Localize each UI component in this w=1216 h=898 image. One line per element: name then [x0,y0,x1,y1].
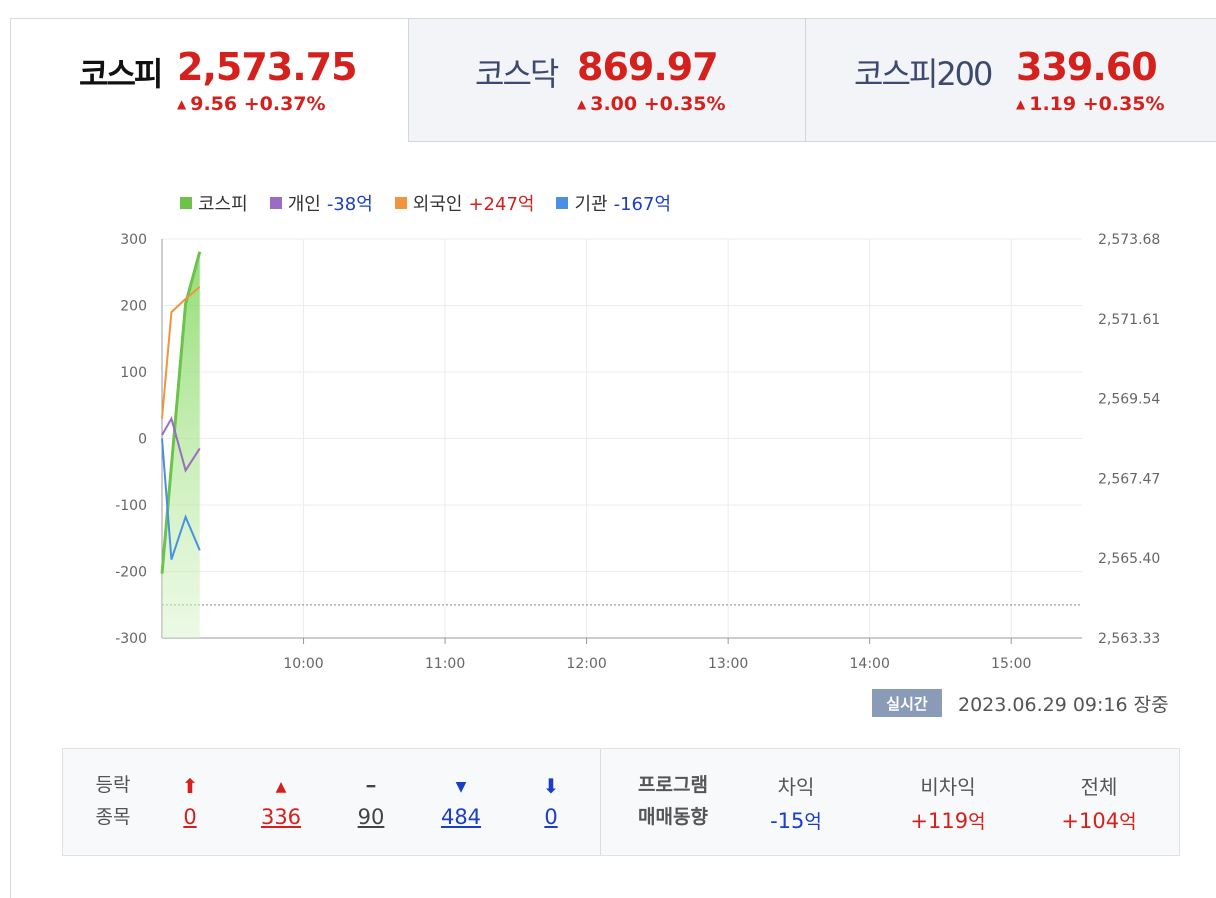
rise-arrow-icon: ▲ [275,779,287,795]
advance-decline-label-1: 등락 [95,774,131,796]
arbitrage-head: 차익 [777,775,815,799]
legend-item-individual: 개인 -38억 [269,190,373,216]
lower-limit-arrow-icon: ⬇ [542,774,560,798]
tab-kosdaq-change: ▲ 3.00 +0.35% [577,93,726,115]
legend-swatch [556,197,569,209]
legend-label: 기관 [574,194,608,215]
chart-legend: 코스피 개인 -38억 외국인 +247억 기관 -167억 [180,190,671,216]
total-number: +104 [1061,809,1120,833]
tab-kospi-value: 2,573.75 [177,45,358,89]
tab-kospi200-name: 코스피200 [854,55,993,93]
up-triangle-icon: ▲ [1016,97,1026,111]
upper-limit-count[interactable]: 0 [183,805,197,829]
legend-swatch [180,197,192,209]
x-tick-label: 11:00 [425,656,465,672]
non-arbitrage-value: +119억 [883,807,1013,834]
fall-count[interactable]: 484 [440,805,482,829]
tab-kospi-change-text: 9.56 +0.37% [190,93,326,115]
legend-label: 외국인 [412,194,463,215]
legend-item-kospi: 코스피 [180,190,248,216]
up-triangle-icon: ▲ [577,97,587,111]
legend-value: +247억 [468,194,535,215]
tab-kosdaq-name: 코스닥 [475,55,559,93]
market-summary: 등락 종목 ⬆ 0 ▲ 336 ━ 90 ▼ 484 ⬇ 0 프로그램 매매동향… [62,748,1180,856]
timestamp: 2023.06.29 09:16 장중 [958,690,1169,717]
summary-divider [600,749,601,855]
x-tick-label: 13:00 [708,656,748,672]
arbitrage-value: -15억 [731,807,861,834]
tab-kospi200-value: 339.60 [1016,45,1158,89]
tab-kosdaq[interactable]: 코스닥 869.97 ▲ 3.00 +0.35% [408,19,805,142]
lower-limit-count[interactable]: 0 [544,805,558,829]
series-line-kospi [160,251,202,574]
legend-swatch [394,197,407,209]
y-left-tick-label: -300 [115,631,147,647]
rise-count[interactable]: 336 [260,805,302,829]
program-trading-label-1: 프로그램 [638,774,708,796]
tab-kosdaq-value: 869.97 [577,45,719,89]
y-left-tick-label: 100 [120,365,147,381]
timestamp-text: 2023.06.29 09:16 [958,694,1128,716]
y-left-tick-label: -200 [115,565,147,581]
flat-dash-icon: ━ [366,779,376,795]
y-left-tick-label: -100 [115,498,147,514]
non-arbitrage-number: +119 [910,809,969,833]
tab-kospi-change: ▲ 9.56 +0.37% [177,93,326,115]
fall-arrow-icon: ▼ [455,779,467,795]
y-left-tick-label: 0 [138,432,147,448]
tab-kosdaq-change-text: 3.00 +0.35% [590,93,726,115]
index-tabs: 코스피 2,573.75 ▲ 9.56 +0.37% 코스닥 869.97 ▲ 3.… [11,19,1216,142]
arbitrage-unit: 억 [804,811,822,833]
series-area-kospi [162,251,200,638]
series-line-foreign [161,286,201,419]
flat-count[interactable]: 90 [357,805,385,829]
series-line-individual [161,415,201,473]
y-right-tick-label: 2,569.54 [1098,392,1160,408]
total-head: 전체 [1080,775,1118,799]
tab-kospi[interactable]: 코스피 2,573.75 ▲ 9.56 +0.37% [11,19,408,142]
x-tick-label: 15:00 [991,656,1031,672]
legend-value: -38억 [326,194,373,215]
program-trading-label: 프로그램 매매동향 [623,769,723,833]
y-right-tick-label: 2,573.68 [1098,232,1160,248]
y-left-tick-label: 200 [120,299,147,315]
y-right-tick-label: 2,563.33 [1098,631,1160,647]
market-state: 장중 [1133,694,1169,716]
x-tick-label: 12:00 [566,656,606,672]
legend-label: 개인 [287,194,321,215]
y-right-tick-label: 2,567.47 [1098,471,1160,487]
panel-frame [10,18,1216,898]
y-right-tick-label: 2,565.40 [1098,551,1160,567]
tab-kospi-name: 코스피 [79,55,163,93]
non-arbitrage-unit: 억 [968,811,986,833]
legend-label: 코스피 [198,194,248,215]
tab-kospi200-change: ▲ 1.19 +0.35% [1016,93,1165,115]
tab-kospi200[interactable]: 코스피200 339.60 ▲ 1.19 +0.35% [805,19,1216,142]
up-triangle-icon: ▲ [177,97,187,111]
non-arbitrage-head: 비차익 [920,775,976,799]
realtime-badge: 실시간 [872,689,942,717]
arbitrage-number: -15 [770,809,805,833]
legend-value: -167억 [613,194,672,215]
upper-limit-arrow-icon: ⬆ [181,774,199,798]
total-unit: 억 [1119,811,1137,833]
advance-decline-label: 등락 종목 [83,769,143,833]
program-trading-label-2: 매매동향 [638,806,708,828]
legend-swatch [269,197,282,209]
investor-trend-chart: 300 200 100 0 -100 -200 -300 2,573.68 2,571.61 2,… [115,232,1160,672]
series-line-institution [161,438,201,560]
tab-kospi200-change-text: 1.19 +0.35% [1029,93,1165,115]
advance-decline-label-2: 종목 [95,806,131,828]
x-tick-label: 14:00 [850,656,890,672]
y-left-tick-label: 300 [120,232,147,248]
legend-item-institution: 기관 -167억 [556,190,671,216]
total-value: +104억 [1034,807,1164,834]
y-right-tick-label: 2,571.61 [1098,312,1160,328]
x-tick-label: 10:00 [283,656,323,672]
legend-item-foreign: 외국인 +247억 [394,190,535,216]
